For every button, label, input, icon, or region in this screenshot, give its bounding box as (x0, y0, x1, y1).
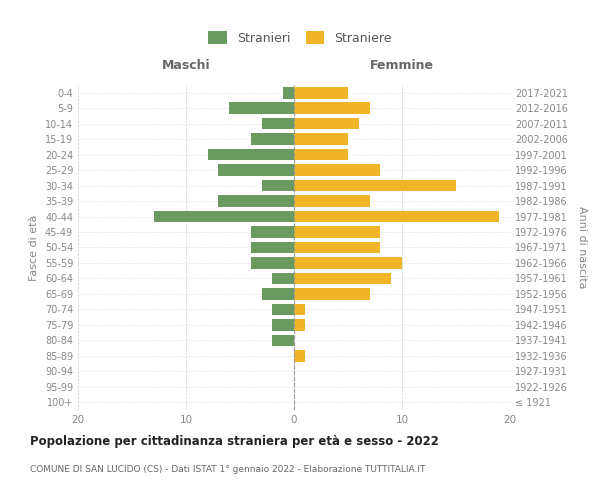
Bar (294, 257, 402, 269)
Bar (294, 242, 380, 254)
Text: Popolazione per cittadinanza straniera per età e sesso - 2022: Popolazione per cittadinanza straniera p… (30, 435, 439, 448)
Bar (251, 226, 294, 238)
Text: Femmine: Femmine (370, 60, 434, 72)
Bar (262, 288, 294, 300)
Bar (294, 118, 359, 130)
Bar (251, 257, 294, 269)
Bar (294, 164, 380, 176)
Bar (218, 196, 294, 207)
Bar (251, 242, 294, 254)
Text: COMUNE DI SAN LUCIDO (CS) - Dati ISTAT 1° gennaio 2022 - Elaborazione TUTTITALIA: COMUNE DI SAN LUCIDO (CS) - Dati ISTAT 1… (30, 465, 425, 474)
Bar (272, 304, 294, 315)
Bar (218, 164, 294, 176)
Legend: Stranieri, Straniere: Stranieri, Straniere (203, 26, 397, 50)
Bar (208, 149, 294, 160)
Bar (251, 134, 294, 145)
Bar (294, 149, 348, 160)
Bar (229, 102, 294, 114)
Bar (294, 350, 305, 362)
Bar (294, 304, 305, 315)
Bar (294, 102, 370, 114)
Bar (294, 272, 391, 284)
Y-axis label: Fasce di età: Fasce di età (29, 214, 39, 280)
Text: Maschi: Maschi (161, 60, 211, 72)
Bar (294, 210, 499, 222)
Bar (294, 134, 348, 145)
Bar (272, 334, 294, 346)
Y-axis label: Anni di nascita: Anni di nascita (577, 206, 587, 288)
Bar (294, 180, 456, 192)
Bar (294, 196, 370, 207)
Bar (283, 87, 294, 99)
Bar (272, 272, 294, 284)
Bar (294, 226, 380, 238)
Bar (294, 87, 348, 99)
Bar (262, 180, 294, 192)
Bar (272, 319, 294, 330)
Bar (294, 288, 370, 300)
Bar (262, 118, 294, 130)
Bar (294, 319, 305, 330)
Bar (154, 210, 294, 222)
